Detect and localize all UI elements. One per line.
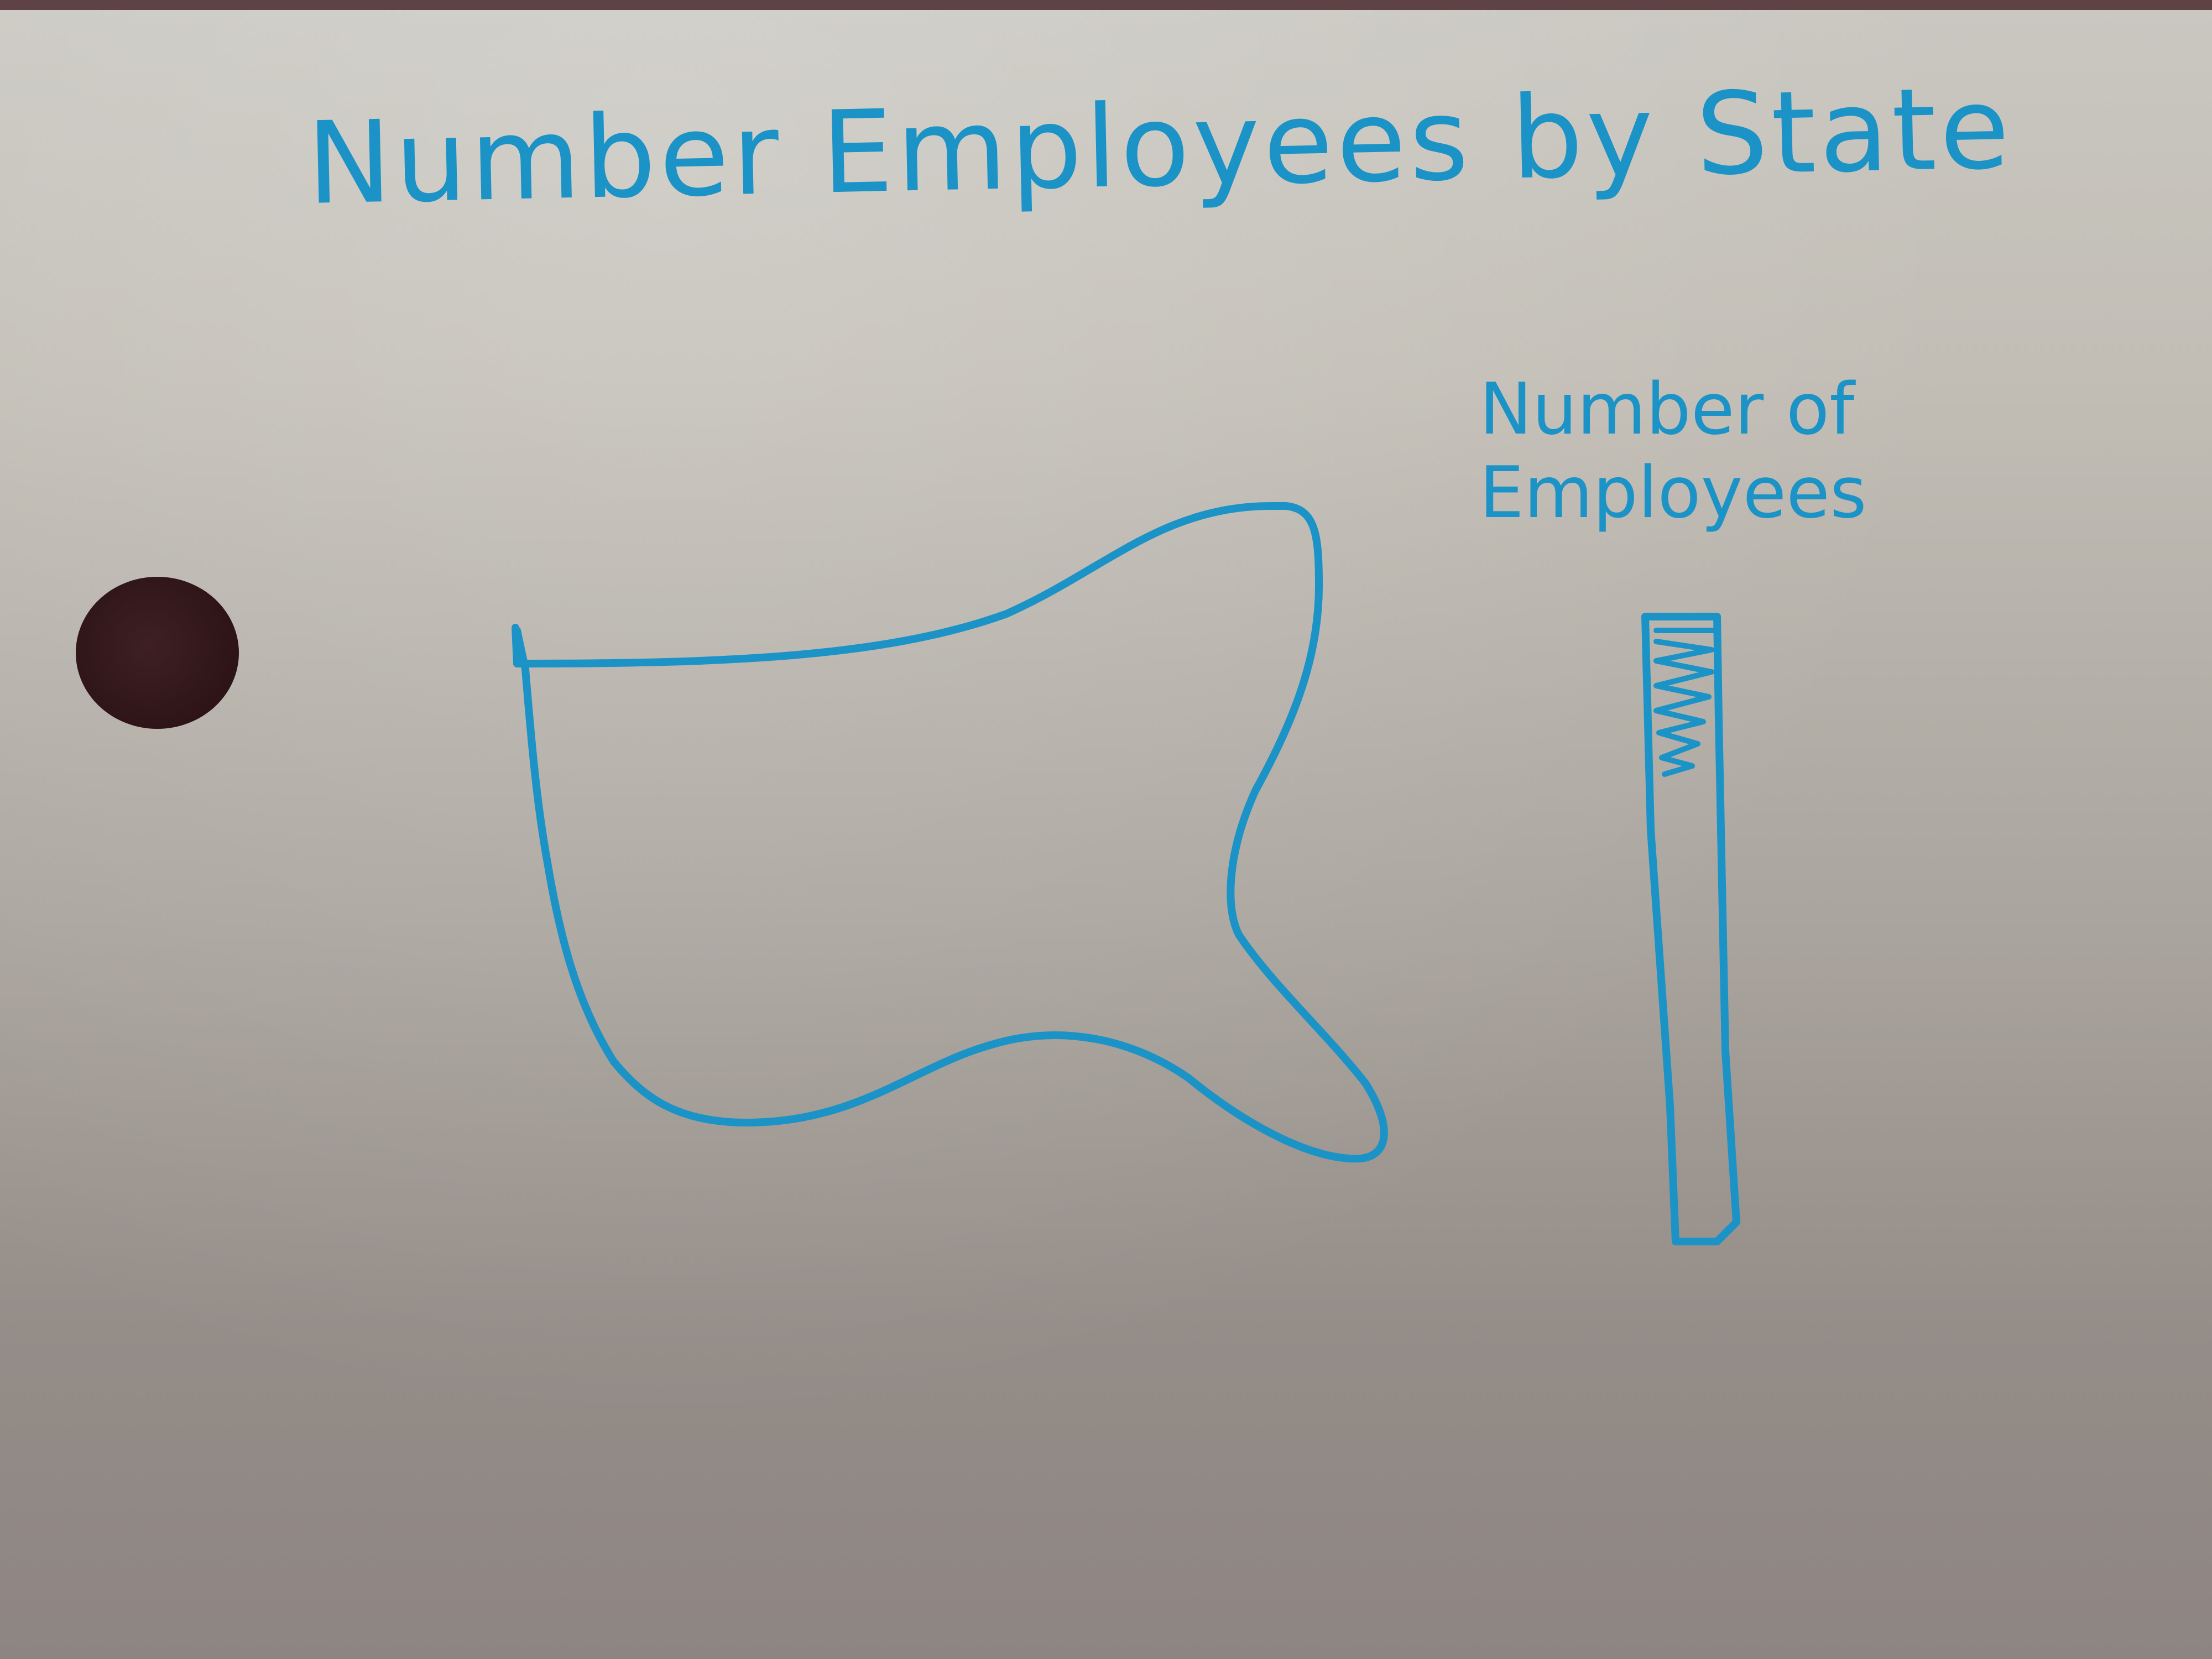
punch-hole [76,577,239,729]
legend-title: Number of Employees [1479,368,1867,535]
legend-color-bar-outline [1641,613,1740,1245]
us-map-outline [513,502,1388,1163]
legend-hatching [1653,628,1717,777]
paper-sheet [0,10,2212,1659]
paper-highlight [0,10,2212,1659]
map-left-tick [512,624,521,667]
